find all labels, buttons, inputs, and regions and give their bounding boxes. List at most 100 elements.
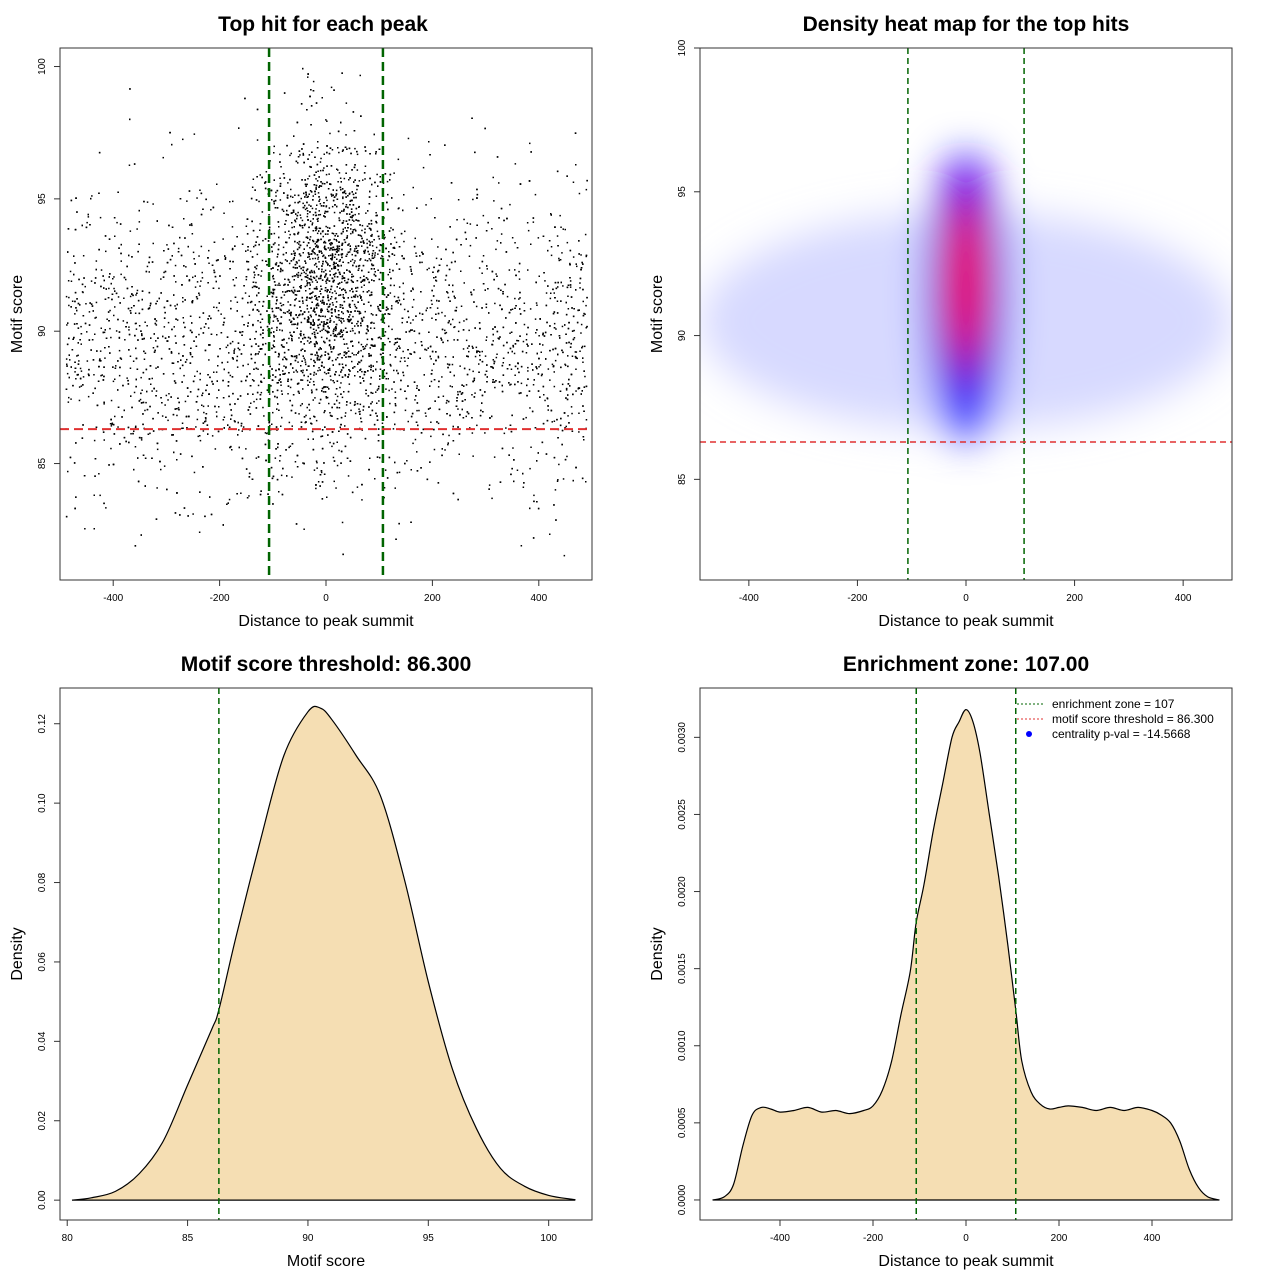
scatter-point <box>580 323 583 326</box>
scatter-point <box>344 351 346 353</box>
scatter-point <box>273 331 275 333</box>
scatter-point <box>380 319 382 321</box>
scatter-point <box>501 364 504 367</box>
scatter-point <box>415 315 417 317</box>
scatter-point <box>280 344 283 346</box>
scatter-point <box>585 327 587 329</box>
scatter-point <box>377 337 380 339</box>
scatter-point <box>565 425 567 428</box>
scatter-point <box>349 290 351 292</box>
scatter-point <box>475 346 478 349</box>
scatter-point <box>559 259 562 261</box>
scatter-point <box>447 292 449 294</box>
scatter-point <box>319 169 322 172</box>
scatter-point <box>300 278 303 281</box>
scatter-point <box>310 341 312 343</box>
scatter-point <box>119 357 122 359</box>
scatter-point <box>316 228 318 230</box>
scatter-point <box>329 132 331 135</box>
scatter-point <box>217 309 220 312</box>
scatter-point <box>355 250 358 253</box>
scatter-point <box>312 291 314 293</box>
scatter-point <box>390 227 392 229</box>
scatter-point <box>311 391 313 393</box>
scatter-point <box>304 285 306 288</box>
scatter-point <box>171 255 173 257</box>
scatter-point <box>313 277 316 279</box>
scatter-point <box>372 314 374 316</box>
scatter-point <box>263 415 265 417</box>
scatter-point <box>260 490 262 492</box>
scatter-point <box>360 235 363 237</box>
scatter-point <box>327 247 330 249</box>
scatter-point <box>290 363 292 365</box>
scatter-point <box>268 421 270 424</box>
scatter-point <box>338 319 340 321</box>
scatter-point <box>177 407 180 409</box>
scatter-point <box>258 351 260 353</box>
scatter-point <box>527 326 529 329</box>
scatter-point <box>529 142 531 145</box>
scatter-point <box>338 217 340 219</box>
scatter-point <box>501 384 503 387</box>
scatter-point <box>220 332 223 334</box>
scatter-point <box>383 294 386 296</box>
scatter-point <box>328 207 331 209</box>
scatter-point <box>356 153 359 156</box>
scatter-point <box>384 236 386 239</box>
scatter-point <box>114 378 116 380</box>
scatter-point <box>307 336 310 339</box>
scatter-point <box>301 296 303 299</box>
scatter-point <box>335 233 338 235</box>
scatter-point <box>431 238 433 240</box>
scatter-point <box>261 211 264 213</box>
scatter-point <box>355 247 358 249</box>
scatter-point <box>324 210 327 213</box>
scatter-point <box>309 326 312 329</box>
scatter-point <box>479 359 481 361</box>
scatter-point <box>300 330 302 332</box>
scatter-point <box>146 325 148 327</box>
scatter-point <box>351 253 353 256</box>
scatter-point <box>339 333 341 335</box>
scatter-point <box>288 312 291 315</box>
scatter-point <box>405 397 408 400</box>
scatter-point <box>67 280 70 282</box>
scatter-point <box>393 284 395 287</box>
scatter-point <box>339 353 341 355</box>
scatter-point <box>180 359 182 361</box>
scatter-point <box>289 154 291 157</box>
scatter-point <box>441 376 443 378</box>
scatter-point <box>279 182 282 185</box>
scatter-point <box>508 269 511 271</box>
scatter-point <box>447 339 449 342</box>
scatter-point <box>454 260 456 263</box>
scatter-point <box>234 420 236 423</box>
scatter-point <box>293 371 295 373</box>
scatter-point <box>465 415 467 418</box>
scatter-point <box>431 317 433 319</box>
scatter-point <box>330 242 332 244</box>
scatter-point <box>287 182 289 184</box>
scatter-point <box>81 291 84 293</box>
scatter-point <box>314 253 316 255</box>
scatter-point <box>281 393 283 395</box>
scatter-point <box>474 355 477 358</box>
scatter-point <box>306 340 309 342</box>
scatter-point <box>280 381 282 383</box>
scatter-point <box>354 248 356 250</box>
scatter-point <box>433 448 436 451</box>
scatter-point <box>73 323 76 325</box>
scatter-point <box>364 259 367 261</box>
scatter-point <box>529 407 531 409</box>
scatter-point <box>162 335 164 338</box>
scatter-point <box>411 412 414 415</box>
scatter-point <box>466 222 469 224</box>
scatter-point <box>292 292 295 294</box>
scatter-point <box>104 329 106 331</box>
scatter-point <box>469 244 472 247</box>
scatter-point <box>77 302 80 305</box>
scatter-point <box>342 220 345 222</box>
scatter-point <box>238 429 240 431</box>
scatter-point <box>327 263 329 265</box>
